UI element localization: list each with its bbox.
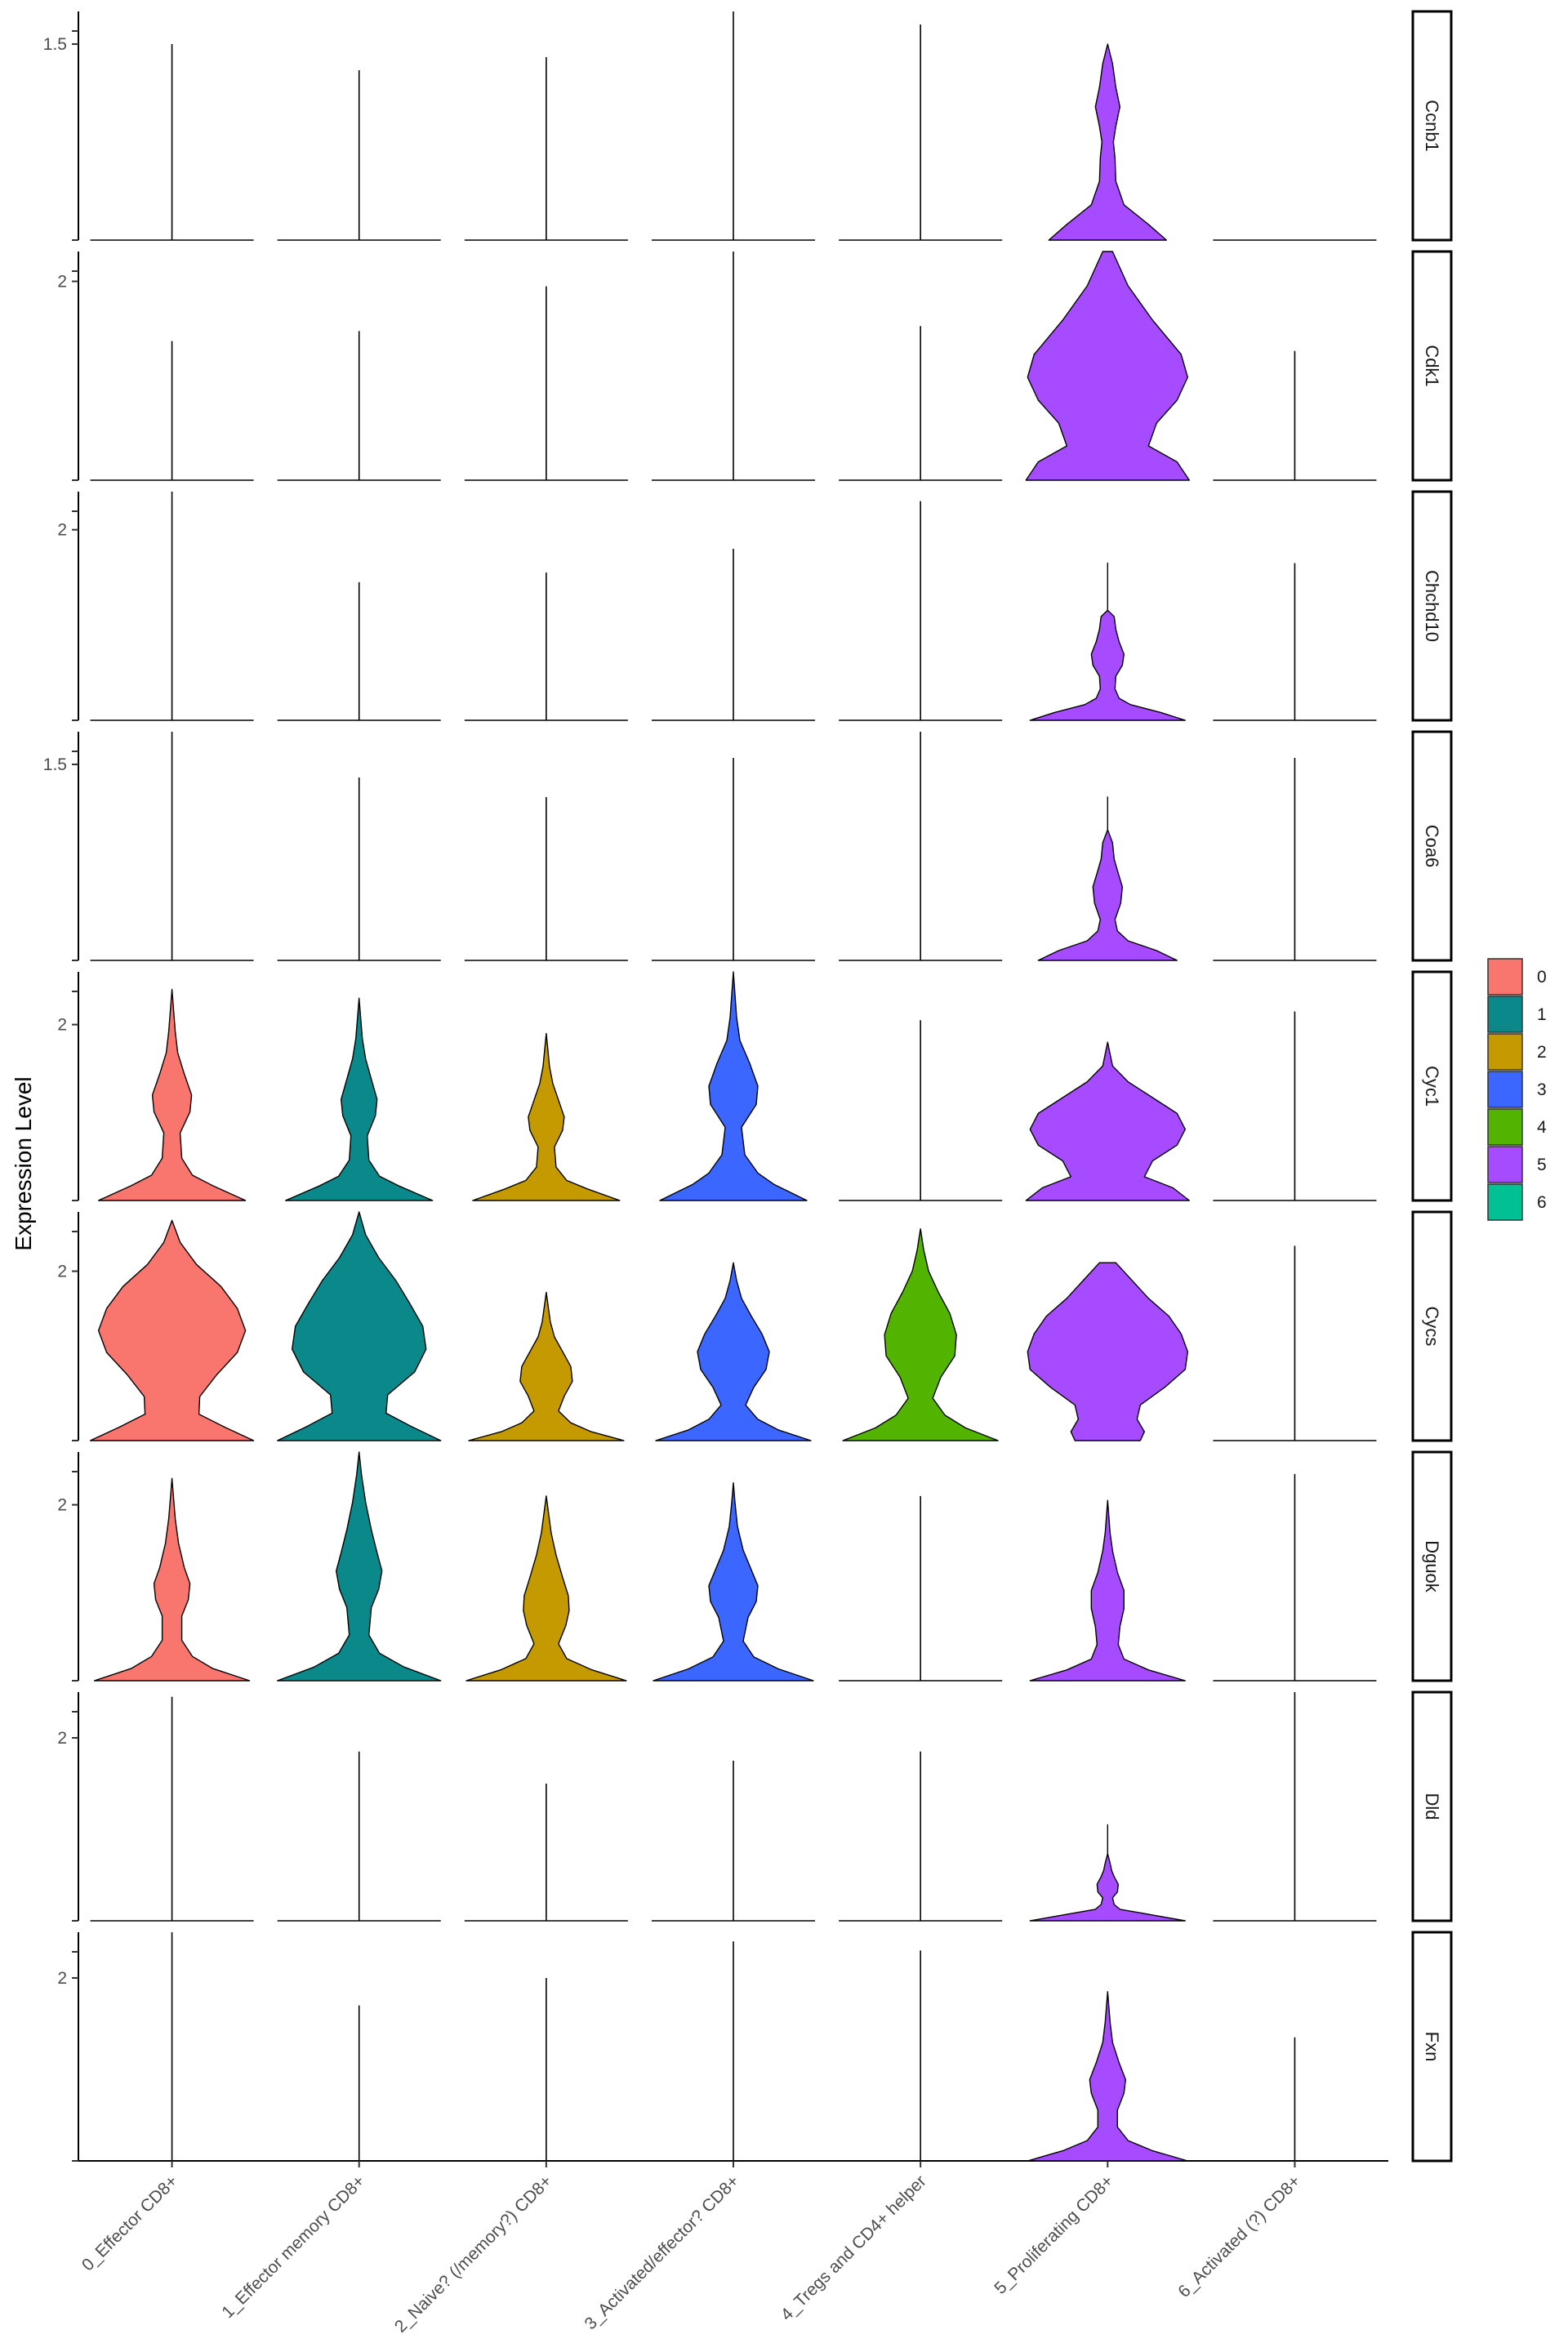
legend-label-4: 4 xyxy=(1537,1118,1547,1137)
legend-key-0 xyxy=(1487,958,1523,996)
y-axis-label: Expression Level xyxy=(11,1076,36,1250)
x-tick-label: 1_Effector memory CD8+ xyxy=(218,2172,368,2322)
x-axis-labels: 0_Effector CD8+ 1_Effector memory CD8+ 2_N… xyxy=(78,2160,1388,2336)
panel-dguok: 2 Dguok xyxy=(57,1450,1453,1682)
x-tick-label: 0_Effector CD8+ xyxy=(78,2172,181,2274)
violin-chchd10-5 xyxy=(1029,562,1186,721)
violin-cycs-3 xyxy=(655,1262,812,1441)
panel-cyc1: 2 Cyc1 xyxy=(57,970,1453,1202)
y-tick-label: 2 xyxy=(57,521,67,540)
strip-box xyxy=(1411,1450,1453,1682)
violin-fxn-5 xyxy=(1027,1991,1188,2162)
strip-box xyxy=(1411,730,1453,962)
y-tick-label: 2 xyxy=(57,1016,67,1035)
legend-label-5: 5 xyxy=(1537,1156,1547,1174)
panel-dld: 2 Dld xyxy=(57,1690,1453,1922)
x-tick-label: 6_Activated (?) CD8+ xyxy=(1174,2172,1304,2301)
y-tick-label: 2 xyxy=(57,273,67,292)
y-tick-label: 2 xyxy=(57,1969,67,1988)
legend-label-1: 1 xyxy=(1537,1005,1547,1024)
violin-cycs-2 xyxy=(468,1291,625,1441)
panel-cycs: 2 Cycs xyxy=(57,1210,1453,1442)
y-tick-label: 2 xyxy=(57,1496,67,1515)
violin-ccnb1-5 xyxy=(1048,43,1167,241)
violin-cyc1-3 xyxy=(659,971,808,1201)
violin-cycs-0 xyxy=(89,1219,255,1441)
strip-label: Fxn xyxy=(1422,2032,1442,2062)
strip-label: Coa6 xyxy=(1422,825,1442,868)
violin-cyc1-5 xyxy=(1025,1041,1190,1201)
violin-cyc1-0 xyxy=(97,988,247,1201)
violin-coa6-5 xyxy=(1037,796,1178,961)
strip-label: Cdk1 xyxy=(1422,345,1442,386)
y-tick-label: 2 xyxy=(57,1263,67,1281)
legend: 0 1 2 3 4 5 6 xyxy=(1487,958,1547,1221)
strip-box xyxy=(1411,1210,1453,1442)
legend-key-3 xyxy=(1487,1071,1523,1108)
violin-cyc1-1 xyxy=(285,997,434,1201)
strip-box xyxy=(1411,250,1453,482)
panel-chchd10: 2 Chchd10 xyxy=(57,490,1453,722)
violin-cdk1-5 xyxy=(1025,251,1190,481)
strip-box xyxy=(1411,10,1453,242)
strip-box xyxy=(1411,490,1453,722)
strip-label: Dld xyxy=(1422,1793,1442,1820)
legend-key-6 xyxy=(1487,1183,1523,1221)
violin-dguok-3 xyxy=(653,1482,814,1682)
violin-dguok-1 xyxy=(277,1451,442,1682)
x-tick-label: 3_Activated/effector? CD8+ xyxy=(581,2172,743,2333)
strip-label: Ccnb1 xyxy=(1422,100,1442,152)
strip-label: Dguok xyxy=(1422,1540,1442,1593)
violin-cyc1-2 xyxy=(472,1032,621,1201)
violin-dguok-5 xyxy=(1029,1499,1186,1682)
legend-label-2: 2 xyxy=(1537,1043,1547,1062)
strip-box xyxy=(1411,1931,1453,2163)
violin-cycs-4 xyxy=(842,1228,999,1441)
legend-key-4 xyxy=(1487,1108,1523,1146)
legend-key-1 xyxy=(1487,996,1523,1033)
violin-dguok-2 xyxy=(466,1495,627,1682)
violin-cycs-1 xyxy=(277,1211,442,1441)
panel-ccnb1: 1.5 Ccnb1 xyxy=(43,10,1453,242)
strip-box xyxy=(1411,970,1453,1202)
x-tick-label: 2_Naive? (/memory?) CD8+ xyxy=(391,2172,556,2336)
y-tick-label: 1.5 xyxy=(43,35,67,54)
y-tick-label: 1.5 xyxy=(43,755,67,774)
legend-label-6: 6 xyxy=(1537,1193,1547,1212)
panel-cdk1: 2 Cdk1 xyxy=(57,250,1453,482)
violin-dguok-0 xyxy=(93,1477,251,1682)
panel-coa6: 1.5 Coa6 xyxy=(43,730,1453,962)
strip-box xyxy=(1411,1690,1453,1922)
panel-fxn: 2 Fxn xyxy=(57,1931,1453,2163)
x-tick-label: 5_Proliferating CD8+ xyxy=(991,2172,1117,2298)
strip-label: Cyc1 xyxy=(1422,1066,1442,1107)
strip-label: Chchd10 xyxy=(1422,570,1442,642)
panels: 1.5 Ccnb1 2 Cdk1 2 Chchd10 1.5 Coa6 2 Cyc1 2 Cycs 2 D… xyxy=(43,10,1453,2163)
legend-label-3: 3 xyxy=(1537,1080,1547,1099)
legend-label-0: 0 xyxy=(1537,968,1547,987)
legend-key-2 xyxy=(1487,1033,1523,1071)
legend-key-5 xyxy=(1487,1146,1523,1183)
x-tick-label: 4_Tregs and CD4+ helper xyxy=(777,2172,930,2324)
strip-label: Cycs xyxy=(1422,1307,1442,1347)
violin-cycs-5 xyxy=(1027,1262,1188,1441)
y-tick-label: 2 xyxy=(57,1729,67,1748)
violin-dld-5 xyxy=(1029,1824,1186,1922)
